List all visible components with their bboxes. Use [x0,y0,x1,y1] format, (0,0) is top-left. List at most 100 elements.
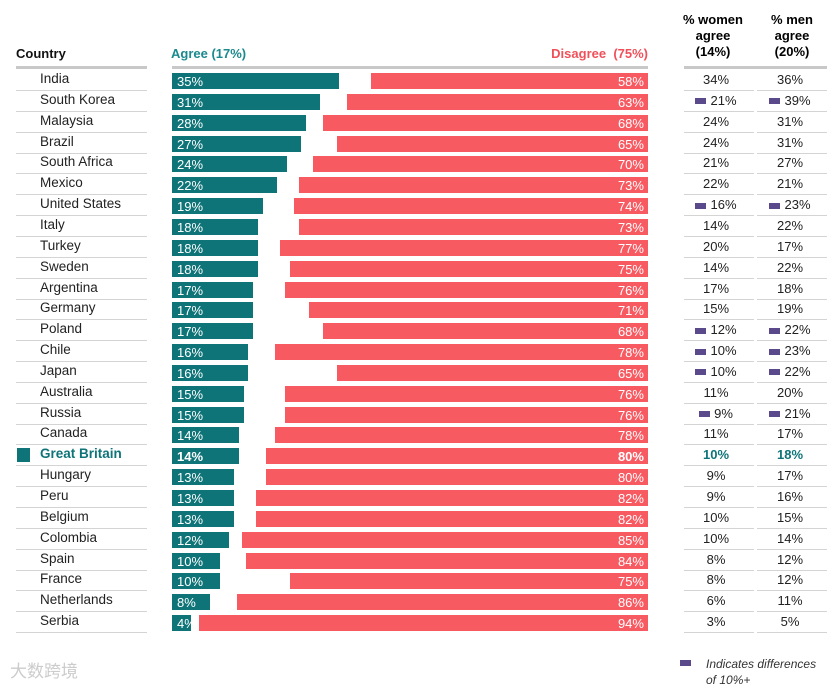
women-agree-value: 12% [686,322,746,337]
men-agree-value: 22% [760,364,820,379]
agree-value-label: 10% [177,553,204,569]
row-divider [757,402,827,404]
disagree-bar: 77% [279,239,648,256]
legend-text-line1: Indicates differences [706,657,817,671]
difference-flag-icon [699,411,711,418]
women-agree-value: 17% [702,280,730,296]
agree-bar: 18% [172,260,259,277]
row-divider [16,235,147,237]
country-label: Belgium [40,508,89,524]
chart-row: Sweden 18% 75% 14% 22% [0,258,827,279]
row-divider [757,110,827,112]
row-divider [684,527,754,529]
women-agree-value: 16% [686,197,746,212]
women-agree-value: 34% [702,72,730,87]
women-agree-value: 11% [703,384,729,400]
country-label: Japan [40,362,77,378]
disagree-value-label: 65% [617,136,644,152]
row-divider [757,590,827,592]
men-agree-value: 20% [776,384,804,400]
agree-bar: 31% [172,93,321,110]
disagree-value-label: 75% [617,261,644,277]
row-divider [16,90,147,91]
row-divider [684,423,754,425]
men-agree-value: 21% [776,176,804,192]
women-agree-value: 3% [706,614,726,630]
disagree-value-label: 77% [617,240,644,256]
row-divider [684,256,754,258]
row-divider [757,131,827,133]
women-agree-value: 10% [702,509,730,525]
women-agree-value: 15% [702,301,730,317]
disagree-bar: 68% [322,114,648,131]
row-divider [757,548,827,550]
disagree-value-label: 76% [617,407,644,423]
disagree-bar: 63% [346,93,648,110]
row-divider [757,444,827,446]
agree-value-label: 14% [177,428,204,444]
men-agree-value: 15% [776,509,804,525]
agree-value-label: 27% [177,136,204,152]
agree-bar: 15% [172,406,244,423]
row-divider [16,131,147,133]
men-agree-value: 5% [780,614,800,630]
row-divider [16,569,147,571]
disagree-value-label: 68% [617,324,644,340]
disagree-value-label: 78% [617,345,644,361]
disagree-value-label: 94% [617,616,644,632]
agree-bar: 13% [172,510,235,527]
disagree-value-label: 84% [617,553,644,569]
row-divider [16,486,147,488]
women-agree-value: 8% [706,551,726,567]
country-label: Turkey [40,237,81,253]
row-divider [16,548,147,550]
men-agree-value: 23% [760,197,820,212]
women-agree-value: 14% [702,217,730,233]
disagree-value-label: 76% [617,386,644,402]
row-divider [16,110,147,112]
row-divider [16,423,147,425]
country-label: Poland [40,321,83,337]
row-divider [684,611,754,613]
country-label: Hungary [40,467,92,483]
men-agree-value: 12% [776,551,804,567]
row-divider [684,402,754,404]
chart-row: Colombia 12% 85% 10% 14% [0,529,827,550]
agree-value-label: 18% [177,219,204,235]
chart-row: Australia 15% 76% 11% 20% [0,383,827,404]
difference-flag-icon [769,327,781,334]
agree-bar: 15% [172,385,244,402]
men-agree-value: 18% [776,280,804,296]
agree-bar: 19% [172,198,263,215]
agree-value-label: 17% [177,282,204,298]
row-divider [16,465,147,467]
header-men: % men agree (20%) [756,12,827,60]
chart-row: France 10% 75% 8% 12% [0,570,827,592]
row-divider [16,381,147,383]
row-divider [757,569,827,571]
agree-bar: 18% [172,239,259,256]
row-divider [16,590,147,592]
row-divider [684,548,754,550]
agree-bar: 16% [172,344,249,361]
agree-bar: 14% [172,427,239,444]
row-divider [757,215,827,217]
country-label: Malaysia [40,112,94,128]
country-label: India [40,71,70,86]
chart-row: Serbia 4% 94% 3% 5% [0,612,827,634]
agree-value-label: 12% [177,532,204,548]
country-label: Russia [40,404,82,420]
difference-flag-icon [769,98,781,105]
difference-flag-icon [695,348,707,355]
agree-bar: 24% [172,156,287,173]
disagree-bar: 74% [294,198,648,215]
row-divider [757,235,827,237]
country-label: South Africa [40,154,113,170]
header-disagree: Disagree (75%) [551,46,648,61]
disagree-bar: 75% [289,260,648,277]
disagree-bar: 70% [313,156,648,173]
agree-value-label: 10% [177,574,204,590]
women-agree-value: 14% [702,259,730,275]
men-agree-value: 17% [776,426,804,442]
